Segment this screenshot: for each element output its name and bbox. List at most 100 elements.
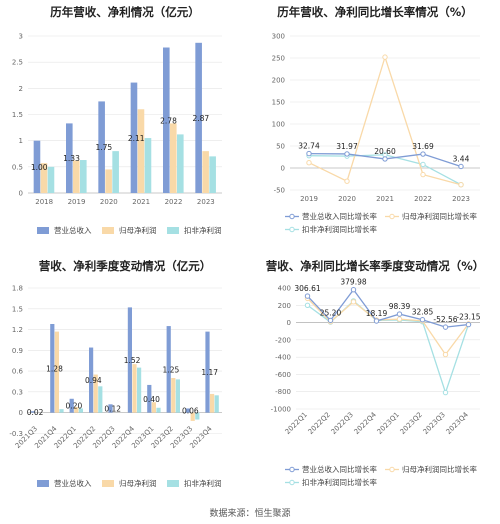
c4-ytick: -600 xyxy=(275,371,291,379)
c1-legend-label: 营业总收入 xyxy=(54,225,92,235)
c4-point-1 xyxy=(419,317,426,323)
c1-data-label: 1.75 xyxy=(95,143,112,152)
data-source: 数据来源：恒生聚源 xyxy=(209,509,291,519)
c1-bar-1 xyxy=(163,47,170,193)
c1-bar-1 xyxy=(98,101,105,193)
c1-ytick: 2.5 xyxy=(12,59,23,67)
c4-point-2 xyxy=(396,316,403,322)
c2-data-label: 31.97 xyxy=(336,142,358,151)
c3-ytick: 1.8 xyxy=(12,285,23,293)
c2-xtick: 2023 xyxy=(452,195,470,203)
c1-data-label: 2.11 xyxy=(128,134,145,143)
c3-bar-1 xyxy=(30,411,35,413)
c3-data-label: 0.12 xyxy=(104,404,121,413)
c1-bar-1 xyxy=(66,123,73,193)
c3-bar-2 xyxy=(190,412,195,421)
c4-point-1 xyxy=(396,311,403,317)
c1-bar-3 xyxy=(80,160,87,193)
c3-bar-3 xyxy=(175,379,180,413)
c1-xtick: 2019 xyxy=(68,198,86,206)
c1-bar-2 xyxy=(137,109,145,193)
c3-data-label: 1.52 xyxy=(124,356,141,365)
c3-bar-3 xyxy=(156,407,161,413)
c2-xtick: 2019 xyxy=(300,195,318,203)
chart4-title: 营收、净利同比增长率季度变动情况（%） xyxy=(265,259,485,273)
c4-xtick: 2022Q3 xyxy=(330,411,355,436)
c3-bar-2 xyxy=(93,374,98,413)
c1-xtick: 2018 xyxy=(35,198,53,206)
c1-xtick: 2023 xyxy=(197,198,215,206)
c4-data-label: 98.39 xyxy=(389,302,411,311)
c2-legend-label: 扣非净利润同比增长率 xyxy=(302,224,377,234)
c1-bar-3 xyxy=(47,166,55,193)
c3-data-label: 0.06 xyxy=(182,407,199,416)
c1-data-label: 2.87 xyxy=(192,114,209,123)
c2-ytick: 50 xyxy=(276,143,285,151)
c4-data-label: 306.61 xyxy=(294,284,320,293)
c4-point-1 xyxy=(327,317,334,324)
c2-legend-marker xyxy=(389,213,395,220)
c4-ytick: -800 xyxy=(275,388,291,396)
c3-data-label: 1.25 xyxy=(163,365,180,374)
c1-bar-2 xyxy=(170,123,177,193)
c1-ytick: 1 xyxy=(19,137,23,145)
c1-bar-2 xyxy=(73,160,80,193)
c4-point-1 xyxy=(442,324,449,330)
c4-ytick: -1000 xyxy=(271,406,291,414)
c1-ytick: 2 xyxy=(19,85,23,93)
c2-point-1 xyxy=(382,156,388,162)
c4-ytick: -400 xyxy=(275,354,291,362)
c2-ytick: 150 xyxy=(272,99,285,107)
c2-xtick: 2020 xyxy=(338,195,356,203)
c4-legend-label: 扣非净利润同比增长率 xyxy=(302,477,377,487)
c3-bar-1 xyxy=(147,384,152,413)
c4-data-label: 25.20 xyxy=(320,308,342,317)
c3-bar-1 xyxy=(186,408,191,413)
c2-data-label: 32.74 xyxy=(298,142,320,151)
c2-point-3 xyxy=(420,161,426,168)
c2-legend-label: 归母净利润同比增长率 xyxy=(402,211,477,221)
c2-point-1 xyxy=(306,150,312,157)
c3-bar-3 xyxy=(59,409,64,413)
c1-bar-1 xyxy=(130,82,138,193)
c4-xtick: 2022Q4 xyxy=(353,410,379,436)
c2-point-2 xyxy=(306,160,312,166)
c2-point-1 xyxy=(344,151,350,157)
c1-bar-3 xyxy=(209,156,216,193)
c2-ytick: 100 xyxy=(272,121,285,129)
c2-point-2 xyxy=(458,182,464,188)
c1-bar-3 xyxy=(144,138,152,193)
c3-bar-1 xyxy=(108,404,113,413)
c2-point-1 xyxy=(458,163,464,170)
c4-data-label: 18.19 xyxy=(366,309,388,318)
c3-ytick: 0.6 xyxy=(12,368,24,376)
c4-line-2 xyxy=(307,297,470,356)
c3-legend-label: 营业总收入 xyxy=(54,478,92,488)
c1-legend-swatch xyxy=(37,227,49,234)
c3-xtick: 2023Q4 xyxy=(188,424,214,450)
c1-bar-2 xyxy=(40,163,48,193)
c1-xtick: 2022 xyxy=(165,198,183,206)
c1-ytick: 0.5 xyxy=(12,163,23,171)
c1-legend-swatch xyxy=(102,227,114,234)
c2-ytick: 250 xyxy=(272,55,285,63)
c4-legend-label: 归母净利润同比增长率 xyxy=(402,464,477,474)
c4-xtick: 2022Q2 xyxy=(307,411,332,436)
chart2-title: 历年营收、净利同比增长率情况（%） xyxy=(277,5,473,19)
c1-ytick: 0 xyxy=(19,190,23,198)
c3-data-label: 0.20 xyxy=(66,402,83,411)
c1-bar-1 xyxy=(33,140,41,193)
c3-bar-2 xyxy=(151,402,156,413)
c4-xtick: 2023Q3 xyxy=(422,411,447,436)
c2-ytick: 200 xyxy=(272,77,285,85)
c2-line-2 xyxy=(308,54,462,186)
c4-point-2 xyxy=(442,351,449,358)
c2-data-label: 3.44 xyxy=(453,154,470,163)
c3-ytick: 0 xyxy=(19,409,23,417)
c3-bar-3 xyxy=(214,395,219,413)
c1-legend-swatch xyxy=(167,227,179,234)
c3-ytick: 0.3 xyxy=(12,388,23,396)
c3-data-label: 1.17 xyxy=(201,368,218,377)
c2-xtick: 2022 xyxy=(414,195,432,203)
